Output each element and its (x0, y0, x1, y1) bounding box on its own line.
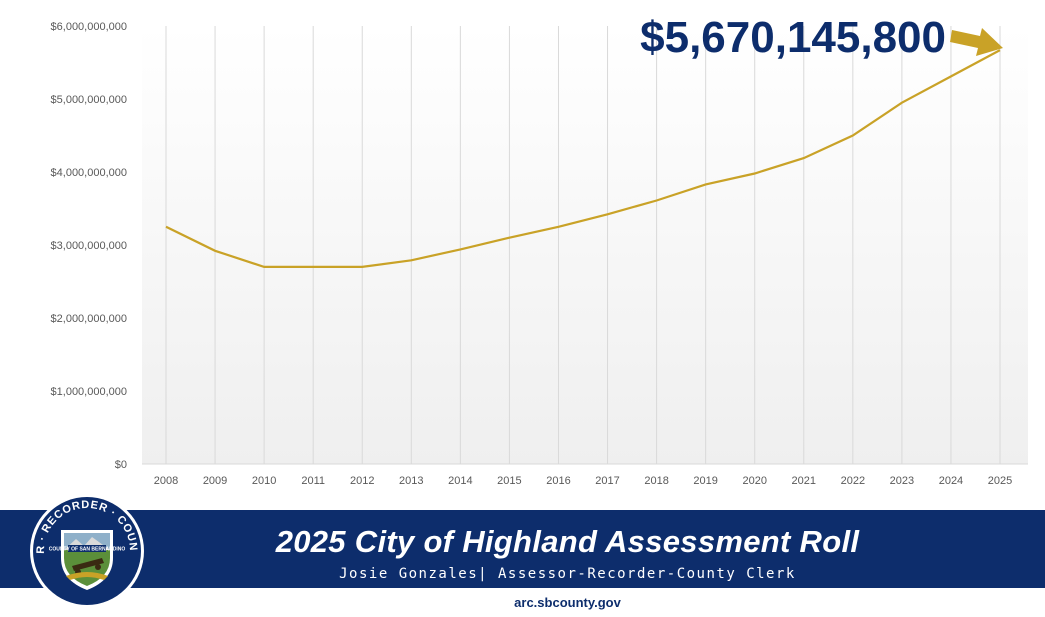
x-tick-label: 2020 (742, 475, 766, 487)
title-banner (0, 510, 1045, 588)
x-tick-label: 2014 (448, 475, 472, 487)
y-tick-label: $2,000,000,000 (51, 313, 127, 325)
x-tick-label: 2009 (203, 475, 227, 487)
x-tick-label: 2016 (546, 475, 570, 487)
x-tick-label: 2017 (595, 475, 619, 487)
series-line (165, 49, 1001, 268)
y-tick-label: $4,000,000,000 (51, 167, 127, 179)
x-tick-label: 2018 (644, 475, 668, 487)
x-tick-label: 2023 (890, 475, 914, 487)
y-axis: $0 $1,000,000,000 $2,000,000,000 $3,000,000… (51, 21, 127, 471)
x-tick-label: 2013 (399, 475, 423, 487)
x-tick-label: 2012 (350, 475, 374, 487)
banner-title: 2025 City of Highland Assessment Roll (275, 524, 860, 559)
value-callout: $5,670,145,800 (640, 13, 946, 62)
y-tick-label: $5,000,000,000 (51, 94, 127, 106)
footer-strip (0, 588, 1045, 617)
y-tick-label: $1,000,000,000 (51, 386, 127, 398)
y-tick-label: $6,000,000,000 (51, 21, 127, 33)
x-axis: 2008 2009 2010 2011 2012 2013 2014 2015 2016 2017… (154, 475, 1013, 487)
gridlines (142, 26, 1028, 465)
x-tick-label: 2015 (497, 475, 521, 487)
x-tick-label: 2010 (252, 475, 276, 487)
y-tick-label: $0 (115, 459, 127, 471)
x-tick-label: 2019 (693, 475, 717, 487)
x-tick-label: 2024 (939, 475, 963, 487)
y-tick-label: $3,000,000,000 (51, 240, 127, 252)
x-tick-label: 2008 (154, 475, 178, 487)
plot-area (142, 26, 1028, 464)
x-tick-label: 2011 (301, 475, 325, 487)
banner-subtitle: Josie Gonzales| Assessor-Recorder-County… (339, 566, 796, 582)
seal-inner-text: COUNTY OF SAN BERNARDINO (49, 547, 126, 553)
county-seal-icon: ASSESSOR · RECORDER · COUNTY CLERK COUNT… (28, 492, 144, 608)
x-tick-label: 2022 (841, 475, 865, 487)
arrow-right-icon (950, 28, 1003, 56)
x-tick-label: 2025 (988, 475, 1012, 487)
x-tick-label: 2021 (792, 475, 816, 487)
line-chart: $0 $1,000,000,000 $2,000,000,000 $3,000,000… (51, 13, 1028, 487)
website-link[interactable]: arc.sbcounty.gov (514, 595, 621, 610)
